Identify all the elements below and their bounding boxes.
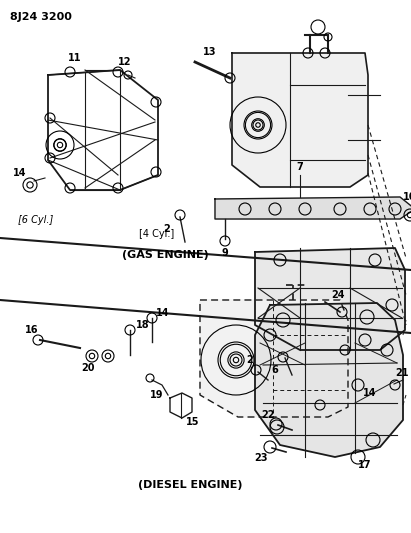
Text: 2: 2 [247,355,253,365]
Text: 14: 14 [363,388,377,398]
Polygon shape [232,53,368,187]
Text: 13: 13 [203,47,217,57]
Text: 12: 12 [118,57,132,67]
Text: 14: 14 [156,308,170,318]
Text: 20: 20 [81,363,95,373]
Text: 23: 23 [254,453,268,463]
Text: 19: 19 [150,390,164,400]
Text: 24: 24 [331,290,345,300]
Text: (GAS ENGINE): (GAS ENGINE) [122,250,208,260]
Text: 6: 6 [272,365,278,375]
Text: 2: 2 [164,224,171,234]
Text: (DIESEL ENGINE): (DIESEL ENGINE) [138,480,242,490]
Polygon shape [200,300,348,417]
Text: 8J24 3200: 8J24 3200 [10,12,72,22]
Text: 16: 16 [25,325,39,335]
Text: 22: 22 [261,410,275,420]
Text: 15: 15 [186,417,200,427]
Text: 7: 7 [297,162,303,172]
Polygon shape [255,303,403,457]
Text: 18: 18 [136,320,150,330]
Polygon shape [255,248,405,350]
Text: 9: 9 [222,248,229,258]
Text: 17: 17 [358,460,372,470]
Text: 14: 14 [13,168,27,178]
Text: [6 Cyl.]: [6 Cyl.] [18,215,53,225]
Polygon shape [215,197,411,219]
Text: 21: 21 [395,368,409,378]
Text: 11: 11 [68,53,82,63]
Text: 10: 10 [403,192,411,202]
Text: [4 Cyl.]: [4 Cyl.] [139,229,175,239]
